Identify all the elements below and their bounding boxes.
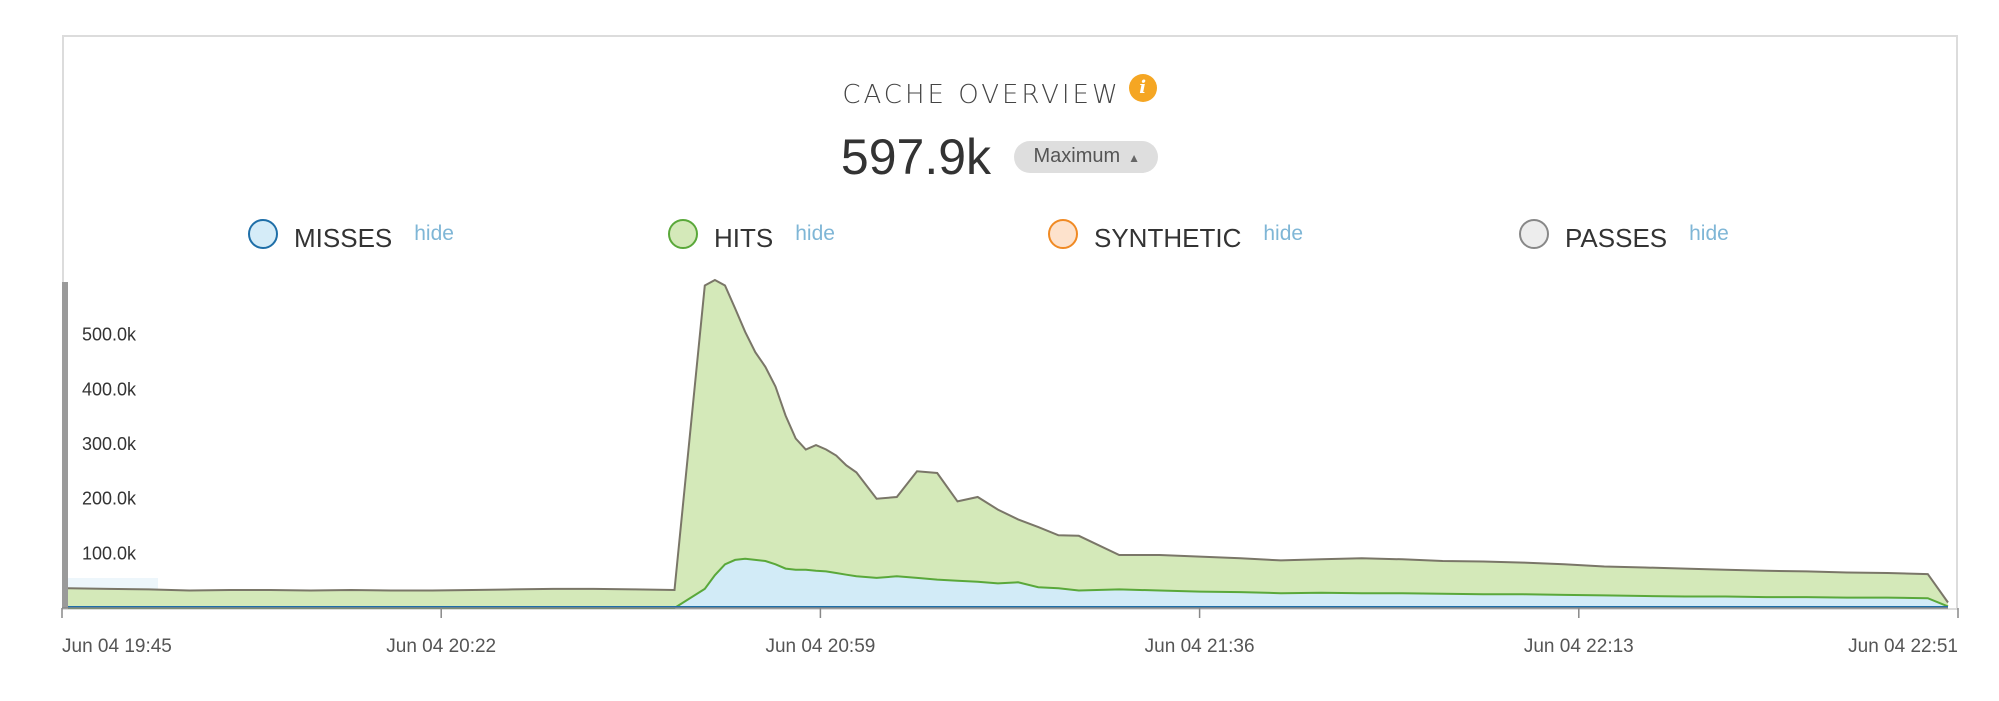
- metric-value: 597.9k: [840, 129, 992, 185]
- info-icon[interactable]: i: [1128, 74, 1157, 102]
- select-caret-icon: ▲︎: [1128, 151, 1141, 165]
- x-axis-ticks: Jun 04 19:45 Jun 04 20:22 Jun 04 20:59 Jun …: [61, 608, 1959, 657]
- aggregation-select[interactable]: Maximum ▲︎: [1013, 141, 1159, 173]
- y-tick-label: 400.0k: [82, 379, 137, 399]
- legend-item-misses[interactable]: MISSES hide: [248, 214, 454, 254]
- x-tick-label: Jun 04 21:36: [1145, 636, 1255, 657]
- chart-title: CACHE OVERVIEW: [842, 80, 1121, 110]
- legend-swatch-synthetic: [1048, 219, 1078, 249]
- legend-item-passes[interactable]: PASSES hide: [1519, 214, 1729, 254]
- hide-hits-link[interactable]: hide: [795, 222, 835, 245]
- legend-swatch-hits: [668, 219, 698, 249]
- y-axis-scrollbar[interactable]: [62, 282, 68, 608]
- hits-line: [67, 278, 1949, 604]
- legend-label-passes: PASSES: [1565, 222, 1668, 253]
- legend-label-synthetic: SYNTHETIC: [1094, 222, 1242, 253]
- y-tick-label: 100.0k: [82, 543, 137, 563]
- y-tick-label: 200.0k: [82, 489, 137, 509]
- y-tick-label: 500.0k: [82, 325, 137, 345]
- legend-label-misses: MISSES: [294, 222, 393, 253]
- x-tick-label: Jun 04 20:22: [386, 636, 496, 657]
- y-axis-ticks: 100.0k 200.0k 300.0k 400.0k 500.0k: [82, 325, 137, 564]
- legend-label-hits: HITS: [714, 222, 774, 253]
- hide-passes-link[interactable]: hide: [1689, 222, 1729, 245]
- x-tick-label: Jun 04 22:51: [1848, 636, 1958, 657]
- x-tick-label: Jun 04 20:59: [765, 636, 875, 657]
- legend-item-hits[interactable]: HITS hide: [668, 214, 835, 254]
- y-tick-label: 300.0k: [82, 434, 137, 454]
- legend-swatch-misses: [248, 219, 278, 249]
- chart-panel: [62, 35, 1958, 610]
- hide-synthetic-link[interactable]: hide: [1263, 222, 1304, 245]
- aggregation-select-value: Maximum: [1033, 145, 1121, 167]
- legend-item-synthetic[interactable]: SYNTHETIC hide: [1048, 214, 1303, 254]
- hits-area: [68, 280, 1948, 608]
- x-tick-label: Jun 04 22:13: [1524, 636, 1634, 657]
- series-areas: [67, 278, 1949, 609]
- x-tick-label: Jun 04 19:45: [62, 636, 172, 657]
- hide-misses-link[interactable]: hide: [414, 222, 454, 245]
- metric-row: 597.9k Maximum ▲︎: [0, 128, 1999, 186]
- chart-header: CACHE OVERVIEW i: [0, 74, 1999, 110]
- legend-swatch-passes: [1519, 219, 1549, 249]
